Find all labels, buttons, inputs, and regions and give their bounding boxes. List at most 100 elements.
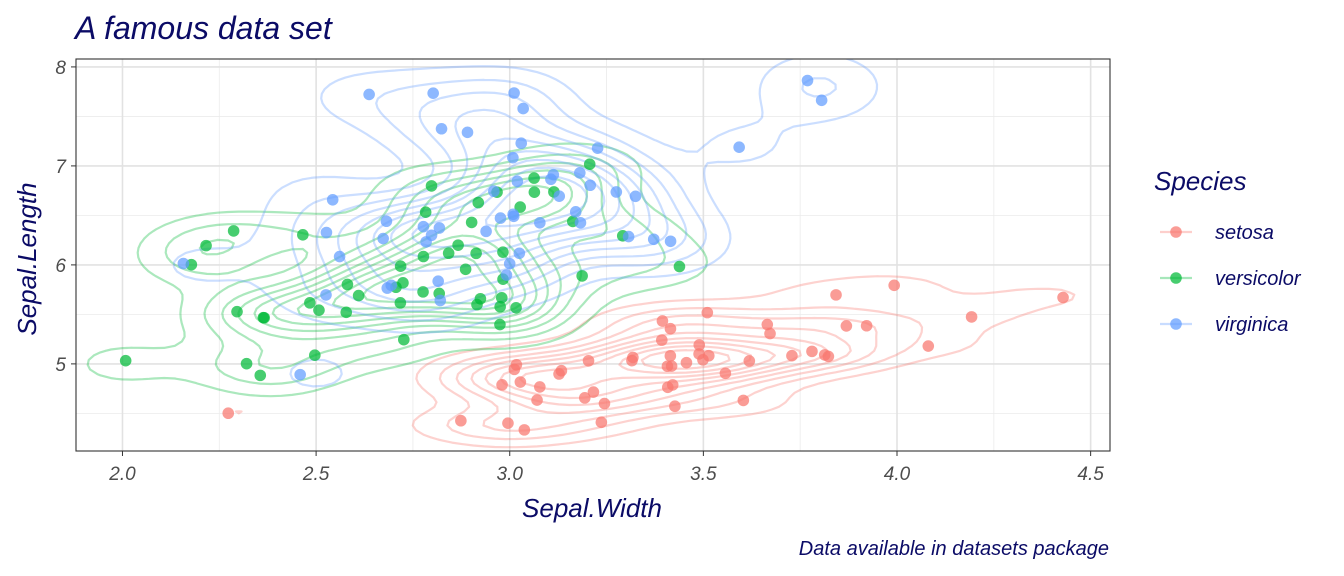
versicolor-point [528,186,541,198]
density-contour-line [86,142,709,398]
setosa-point [888,279,900,292]
versicolor-point [452,239,464,251]
setosa-point [626,354,638,367]
plot-panel [75,58,1111,452]
virginica-point [500,269,513,281]
versicolor-point [258,311,270,324]
virginica-point [801,74,814,87]
density-contour-line [198,161,608,370]
x-tick-label: 3.5 [690,464,717,485]
legend-label: virginica [1215,314,1288,336]
virginica-point [434,294,447,307]
virginica-point [294,368,306,381]
x-tick-label: 3.0 [497,464,524,485]
setosa-point [598,397,611,410]
versicolor-point [394,260,407,272]
virginica-point [513,247,526,260]
versicolor-point [528,172,540,184]
versicolor-point [583,158,596,170]
virginica-point [433,222,446,234]
setosa-point [806,345,818,358]
setosa-point [761,318,774,331]
scatter-points [119,74,1069,436]
versicolor-point [673,260,686,273]
setosa-point [661,381,674,394]
y-tick-label: 8 [55,58,66,79]
versicolor-point [470,247,482,260]
versicolor-point [398,333,410,346]
virginica-point [815,94,828,107]
y-tick-label: 7 [55,157,67,178]
versicolor-point [417,250,430,263]
versicolor-point [495,292,508,304]
setosa-point [860,319,873,332]
virginica-point [610,186,623,198]
contour-group-setosa [234,275,1076,449]
versicolor-point [419,206,432,218]
x-tick-label: 4.0 [884,464,911,485]
setosa-point [665,360,678,372]
setosa-point [693,339,706,351]
setosa-point [840,320,853,332]
y-tick-label: 5 [55,355,66,376]
density-contour-line [290,77,837,322]
virginica-point [494,212,507,224]
density-contours [86,59,1076,449]
setosa-point [582,354,595,367]
setosa-point [830,289,842,301]
setosa-point [697,354,709,366]
legend-item-versicolor: versicolor [1160,268,1302,290]
virginica-point [380,215,393,228]
versicolor-point [200,239,212,252]
virginica-point [432,275,444,287]
setosa-point [502,417,514,429]
setosa-point [514,376,527,388]
virginica-point [574,167,586,179]
virginica-point [569,206,582,218]
setosa-point [455,414,467,427]
setosa-point [534,381,546,393]
virginica-point [427,87,439,99]
virginica-point [622,230,635,243]
minor-gridlines [76,59,1110,451]
virginica-point [647,233,660,246]
virginica-point [547,168,560,181]
virginica-point [507,151,519,164]
legend-title: Species [1154,166,1247,196]
virginica-point [320,226,333,239]
versicolor-point [425,180,438,192]
density-contour-line [172,59,879,388]
versicolor-point [494,318,506,331]
virginica-point [320,289,332,301]
setosa-point [578,392,591,404]
chart-title: A famous data set [73,10,333,46]
setosa-point [1057,291,1069,304]
y-axis-title: Sepal.Length [12,182,42,335]
x-tick-label: 4.5 [1077,464,1104,485]
virginica-point [574,216,587,229]
versicolor-point [474,292,487,305]
setosa-point [518,424,531,436]
versicolor-point [119,354,132,367]
versicolor-point [397,277,409,289]
x-axis-ticks: 2.0 2.5 3.0 3.5 4.0 4.5 [108,451,1104,485]
versicolor-point [472,196,485,209]
y-axis-ticks: 5 6 7 8 [55,58,76,376]
versicolor-point [352,289,365,302]
virginica-point [480,225,492,238]
versicolor-point [254,369,267,382]
setosa-point [496,379,508,391]
x-tick-label: 2.5 [302,464,330,485]
setosa-point [818,349,831,361]
virginica-point [503,257,516,270]
panel-border [75,58,1111,452]
y-tick-label: 6 [55,256,66,277]
versicolor-point [465,216,478,229]
versicolor-point [510,301,522,314]
density-contour-line [455,314,878,432]
versicolor-point [340,306,353,319]
versicolor-point [576,270,588,282]
versicolor-point [240,357,253,370]
versicolor-point [341,278,354,291]
